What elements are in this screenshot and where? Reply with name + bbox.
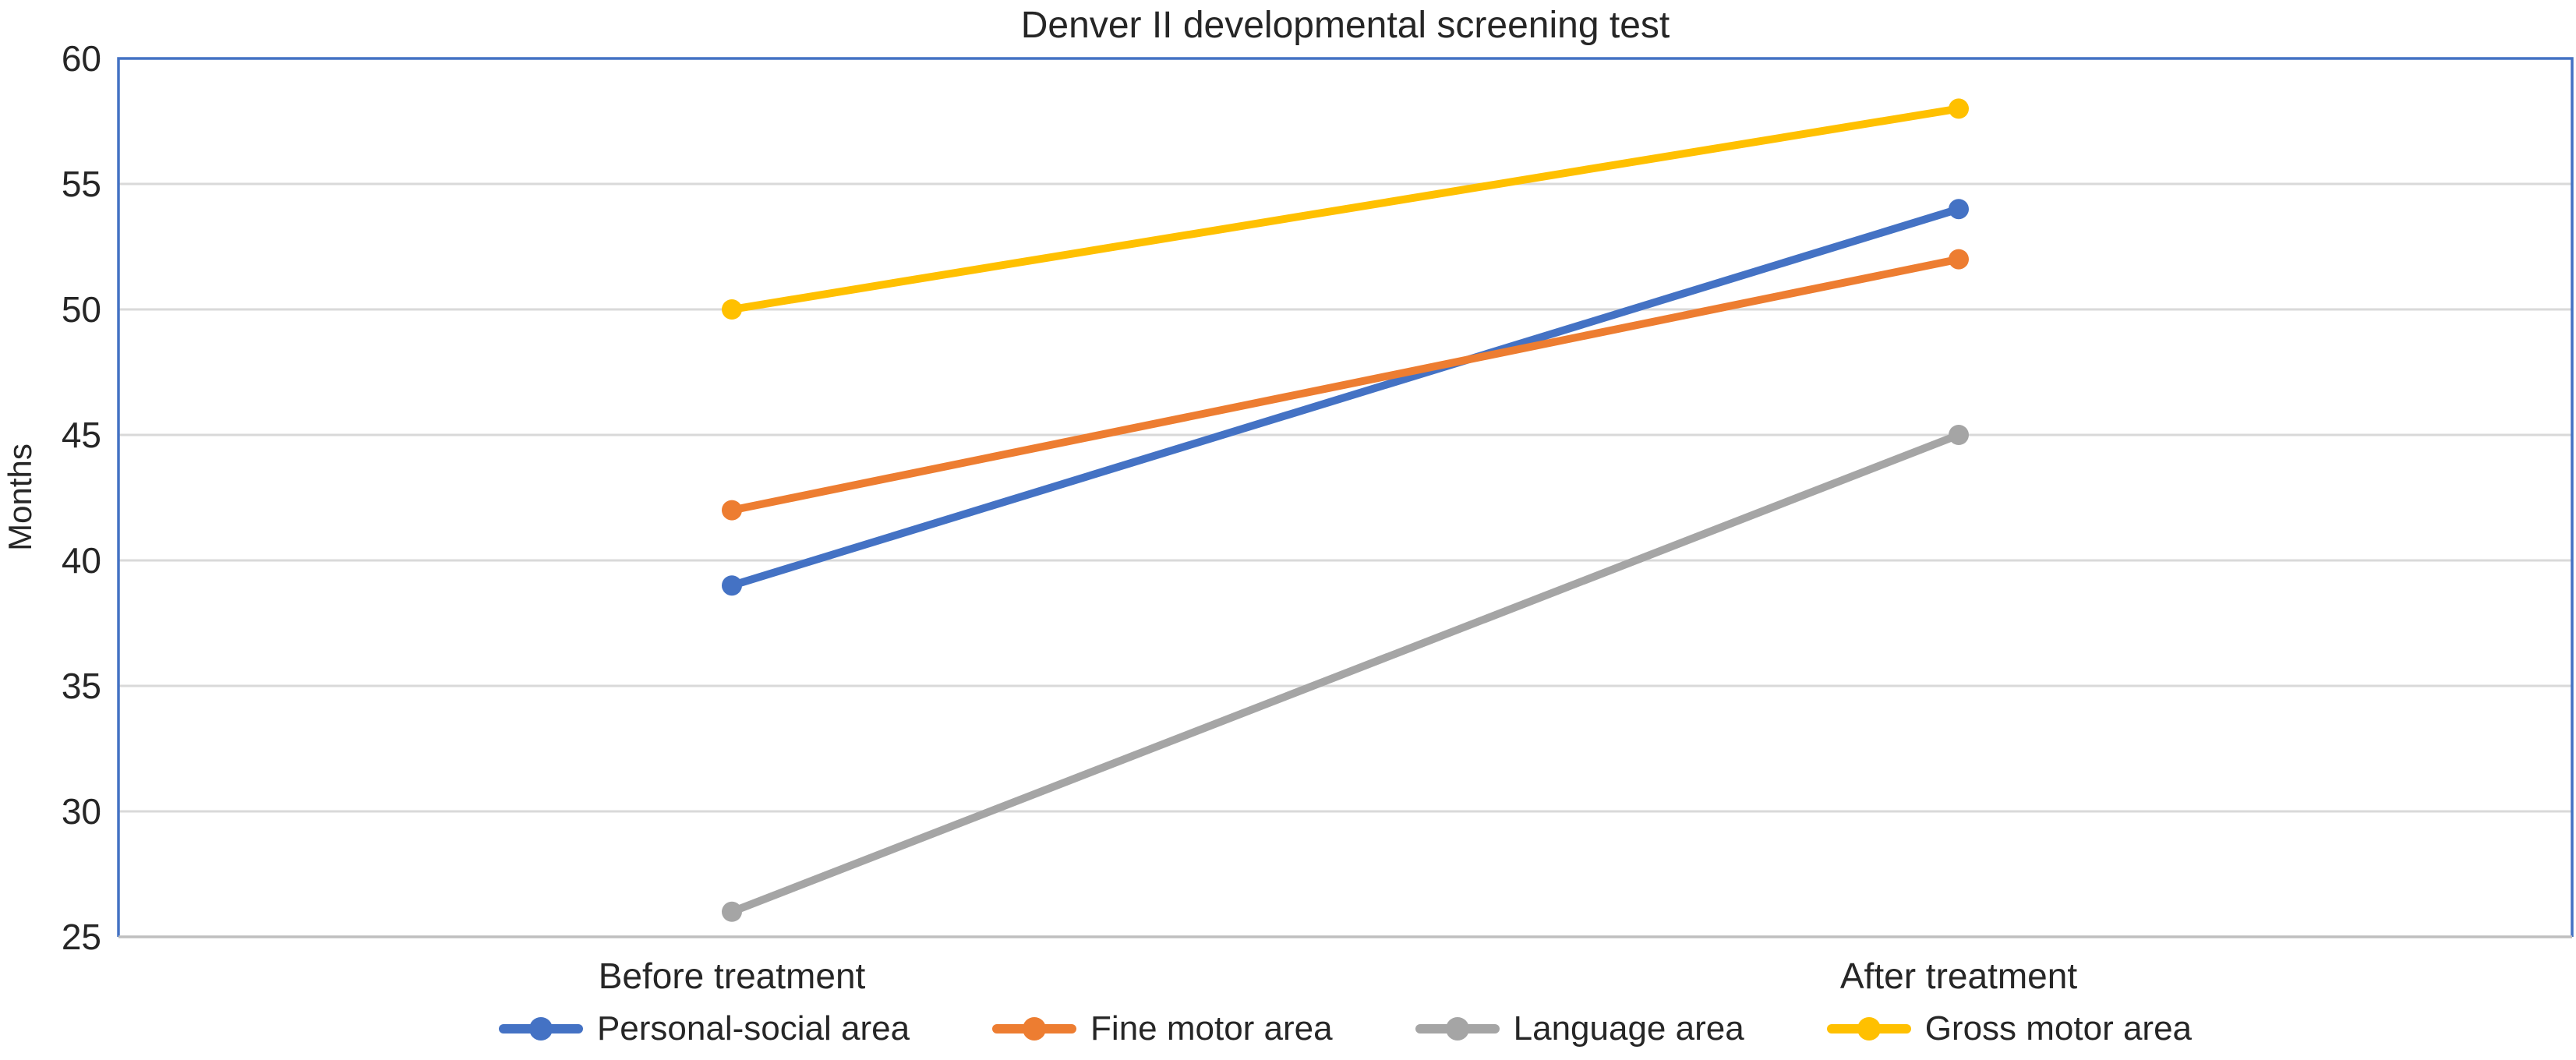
x-axis-label: Before treatment — [599, 956, 866, 996]
legend-marker-dot — [528, 1017, 553, 1041]
data-point-marker — [722, 575, 742, 596]
data-point-marker — [722, 500, 742, 521]
plot-border-line — [117, 57, 2574, 937]
data-point-marker — [1949, 98, 1969, 119]
legend-item: Fine motor area — [992, 1009, 1333, 1048]
legend-label: Language area — [1513, 1009, 1744, 1048]
plot-border — [117, 57, 2574, 938]
gridlines — [118, 182, 2572, 813]
legend-label: Personal-social area — [596, 1009, 910, 1048]
y-tick-label: 50 — [62, 289, 101, 330]
data-point-marker — [722, 901, 742, 922]
data-point-marker — [722, 299, 742, 320]
x-axis-labels: Before treatment After treatment — [599, 956, 2078, 996]
legend-marker-dot — [1023, 1017, 1047, 1041]
y-axis-title: Months — [2, 443, 38, 551]
y-tick-label: 40 — [62, 540, 101, 581]
data-point-marker — [1949, 249, 1969, 270]
y-tick-label: 30 — [62, 791, 101, 832]
series-group — [722, 98, 1969, 922]
chart-title: Denver II developmental screening test — [1021, 5, 1670, 46]
data-point-marker — [1949, 199, 1969, 220]
y-tick-label: 35 — [62, 666, 101, 706]
y-axis-tick-labels: 25 30 35 40 45 50 55 60 — [62, 38, 101, 957]
data-point-marker — [1949, 425, 1969, 445]
y-tick-label: 60 — [62, 38, 101, 79]
x-axis-label: After treatment — [1840, 956, 2077, 996]
legend-item: Personal-social area — [498, 1009, 910, 1048]
legend-label: Gross motor area — [1924, 1009, 2193, 1048]
legend-marker-dot — [1857, 1017, 1881, 1041]
y-tick-label: 55 — [62, 164, 101, 204]
legend-marker-line — [992, 1017, 1077, 1041]
series-line — [728, 255, 1963, 514]
legend-marker-line — [1415, 1017, 1500, 1041]
y-tick-label: 25 — [62, 917, 101, 957]
legend-label: Fine motor area — [1090, 1009, 1333, 1048]
series-line — [728, 104, 1963, 313]
series-line — [728, 205, 1963, 590]
legend-item: Language area — [1415, 1009, 1744, 1048]
y-tick-label: 45 — [62, 415, 101, 455]
legend-marker-dot — [1445, 1017, 1469, 1041]
legend-item: Gross motor area — [1826, 1009, 2193, 1048]
legend-marker-line — [498, 1017, 583, 1041]
series-line — [728, 431, 1963, 916]
legend: Personal-social area Fine motor area Langu… — [118, 1004, 2572, 1054]
legend-marker-line — [1826, 1017, 1911, 1041]
